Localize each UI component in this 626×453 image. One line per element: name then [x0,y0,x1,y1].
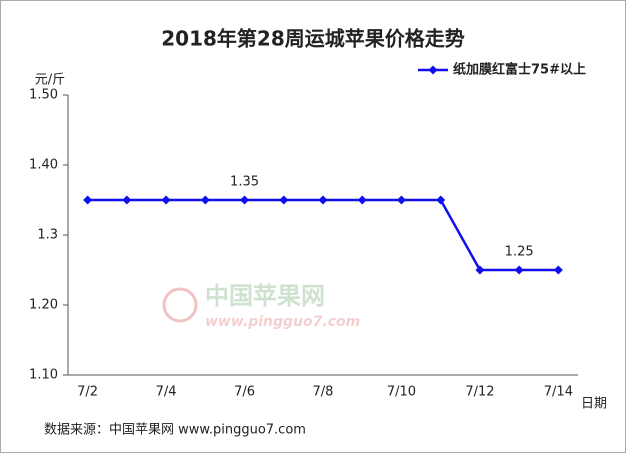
legend-label: 纸加膜红富士75#以上 [453,62,586,78]
chart-title: 2018年第28周运城苹果价格走势 [161,27,465,51]
point-marker [279,195,289,205]
point-marker [83,195,93,205]
y-tick-label: 1.20 [29,298,58,313]
x-axis-label: 日期 [581,397,607,412]
point-marker [475,265,485,275]
x-tick-label: 7/4 [156,385,177,400]
data-label: 1.35 [230,175,259,190]
watermark-url: www.pingguo7.com [205,314,360,330]
legend-marker [428,65,438,75]
point-marker [396,195,406,205]
watermark: 中国苹果网 www.pingguo7.com [162,282,360,330]
x-tick-label: 7/2 [77,385,98,400]
data-label: 1.25 [505,245,534,260]
point-marker [357,195,367,205]
y-tick-label: 1.50 [29,88,58,103]
point-marker [318,195,328,205]
x-tick-label: 7/8 [313,385,334,400]
point-marker [436,195,446,205]
watermark-name: 中国苹果网 [205,282,325,310]
y-tick-label: 1.10 [29,368,58,383]
point-marker [161,195,171,205]
source: 数据来源：中国苹果网 www.pingguo7.com [44,423,306,438]
y-tick-label: 1.40 [29,158,58,173]
point-marker [553,265,563,275]
point-marker [122,195,132,205]
y-axis-label: 元/斤 [35,73,65,88]
point-marker [240,195,250,205]
x-tick-label: 7/12 [465,385,494,400]
x-tick-label: 7/10 [387,385,416,400]
point-marker [514,265,524,275]
x-tick-label: 7/14 [544,385,573,400]
x-tick-label: 7/6 [234,385,255,400]
point-marker [200,195,210,205]
watermark-logo [162,287,198,323]
y-tick-label: 1.3 [37,228,58,243]
